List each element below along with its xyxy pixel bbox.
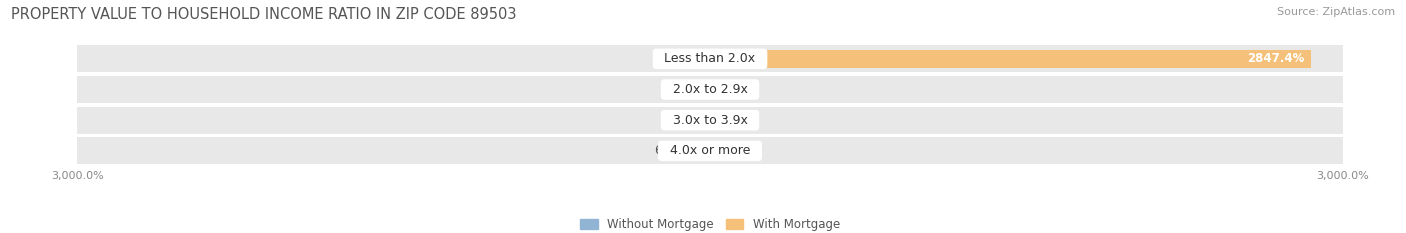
- Bar: [77, 76, 1343, 103]
- Bar: [697, 142, 710, 160]
- Text: PROPERTY VALUE TO HOUSEHOLD INCOME RATIO IN ZIP CODE 89503: PROPERTY VALUE TO HOUSEHOLD INCOME RATIO…: [11, 7, 517, 22]
- Bar: [707, 50, 710, 68]
- Text: 18.9%: 18.9%: [720, 114, 758, 127]
- Text: 3.0x to 3.9x: 3.0x to 3.9x: [665, 114, 755, 127]
- Bar: [77, 107, 1343, 134]
- Text: 21.2%: 21.2%: [721, 144, 758, 157]
- Legend: Without Mortgage, With Mortgage: Without Mortgage, With Mortgage: [581, 218, 839, 231]
- Bar: [707, 81, 710, 98]
- Text: 60.1%: 60.1%: [654, 144, 690, 157]
- Text: 12.4%: 12.4%: [664, 114, 702, 127]
- Bar: [710, 81, 711, 98]
- Text: 4.0x or more: 4.0x or more: [662, 144, 758, 157]
- Text: 12.5%: 12.5%: [664, 52, 702, 65]
- Bar: [710, 111, 714, 129]
- Text: Source: ZipAtlas.com: Source: ZipAtlas.com: [1277, 7, 1395, 17]
- Text: 8.1%: 8.1%: [718, 83, 748, 96]
- Text: 10.1%: 10.1%: [664, 83, 702, 96]
- Bar: [77, 45, 1343, 72]
- Bar: [77, 137, 1343, 164]
- Text: Less than 2.0x: Less than 2.0x: [657, 52, 763, 65]
- Bar: [710, 142, 714, 160]
- Text: 2.0x to 2.9x: 2.0x to 2.9x: [665, 83, 755, 96]
- Text: 2847.4%: 2847.4%: [1247, 52, 1305, 65]
- Bar: [707, 111, 710, 129]
- Bar: [710, 50, 1310, 68]
